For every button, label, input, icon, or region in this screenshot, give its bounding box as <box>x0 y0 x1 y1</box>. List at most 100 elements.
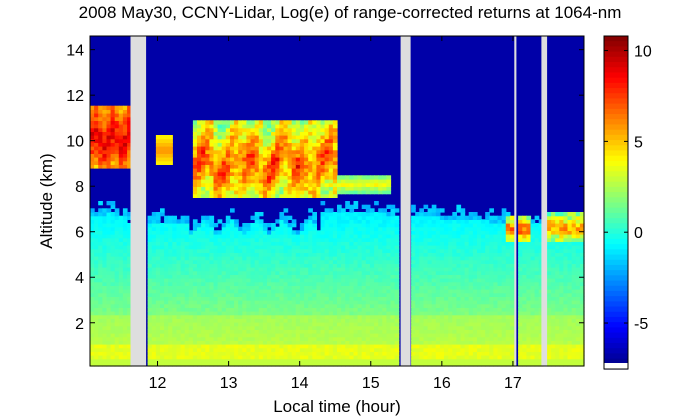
heatmap-cell <box>464 248 470 253</box>
heatmap-cell <box>460 351 466 356</box>
heatmap-cell <box>205 234 210 239</box>
heatmap-cell <box>147 245 153 250</box>
heatmap-cell <box>332 270 338 275</box>
heatmap-cell <box>378 314 383 319</box>
heatmap-cell <box>188 267 194 272</box>
heatmap-cell <box>415 289 420 294</box>
heatmap-cell <box>201 226 206 231</box>
heatmap-cell <box>472 358 478 363</box>
heatmap-cell <box>345 285 350 290</box>
heatmap-cell <box>188 311 194 316</box>
heatmap-cell <box>122 263 128 268</box>
heatmap-cell <box>304 351 309 356</box>
heatmap-cell <box>279 362 285 367</box>
heatmap-cell <box>102 237 108 242</box>
heatmap-cell <box>164 230 169 235</box>
heatmap-cell <box>369 292 375 297</box>
heatmap-cell <box>164 215 169 220</box>
heatmap-cell <box>361 230 367 235</box>
heatmap-cell <box>419 263 424 268</box>
heatmap-cell <box>509 292 515 297</box>
heatmap-cell <box>423 267 429 272</box>
heatmap-cell <box>291 296 297 301</box>
heatmap-cell <box>291 347 297 352</box>
heatmap-cell <box>419 234 424 239</box>
heatmap-cell <box>304 131 309 136</box>
heatmap-cell <box>225 223 231 228</box>
heatmap-cell <box>279 329 285 334</box>
heatmap-cell <box>411 307 416 312</box>
heatmap-cell <box>114 325 120 330</box>
heatmap-cell <box>250 164 256 169</box>
heatmap-cell <box>102 300 108 305</box>
heatmap-cell <box>304 219 309 224</box>
heatmap-cell <box>250 314 256 319</box>
heatmap-cell <box>209 190 215 195</box>
heatmap-cell <box>246 351 252 356</box>
heatmap-cell <box>155 333 161 338</box>
heatmap-cell <box>353 329 359 334</box>
heatmap-cell <box>378 226 383 231</box>
heatmap-cell <box>267 362 272 367</box>
heatmap-cell <box>349 204 355 209</box>
heatmap-cell <box>127 252 132 257</box>
heatmap-cell <box>246 362 252 367</box>
heatmap-cell <box>452 215 457 220</box>
heatmap-cell <box>164 303 169 308</box>
heatmap-cell <box>217 347 223 352</box>
heatmap-cell <box>122 351 128 356</box>
heatmap-cell <box>316 292 322 297</box>
heatmap-cell <box>205 270 210 275</box>
heatmap-cell <box>160 160 165 165</box>
heatmap-cell <box>464 274 470 279</box>
heatmap-cell <box>419 256 424 261</box>
heatmap-cell <box>477 333 482 338</box>
heatmap-cell <box>378 263 383 268</box>
heatmap-cell <box>361 256 367 261</box>
heatmap-cell <box>472 351 478 356</box>
heatmap-cell <box>94 340 99 345</box>
heatmap-cell <box>168 285 173 290</box>
heatmap-cell <box>106 314 112 319</box>
heatmap-cell <box>489 347 494 352</box>
heatmap-cell <box>172 351 177 356</box>
heatmap-cell <box>394 292 400 297</box>
heatmap-cell <box>122 318 128 323</box>
heatmap-cell <box>320 285 326 290</box>
heatmap-cell <box>242 281 247 286</box>
heatmap-cell <box>118 226 124 231</box>
heatmap-cell <box>448 340 453 345</box>
heatmap-cell <box>221 256 227 261</box>
heatmap-cell <box>452 307 457 312</box>
heatmap-cell <box>382 351 387 356</box>
heatmap-cell <box>419 278 424 283</box>
heatmap-cell <box>283 226 289 231</box>
heatmap-cell <box>489 329 494 334</box>
heatmap-cell <box>468 307 474 312</box>
heatmap-cell <box>452 237 457 242</box>
heatmap-cell <box>258 223 264 228</box>
heatmap-cell <box>468 267 474 272</box>
heatmap-cell <box>501 336 507 341</box>
heatmap-cell <box>176 362 182 367</box>
heatmap-cell <box>349 208 355 213</box>
heatmap-cell <box>106 142 112 147</box>
heatmap-cell <box>341 223 346 228</box>
heatmap-cell <box>217 318 223 323</box>
heatmap-cell <box>151 237 157 242</box>
heatmap-cell <box>357 329 363 334</box>
heatmap-cell <box>180 325 186 330</box>
heatmap-cell <box>493 362 499 367</box>
heatmap-cell <box>337 270 342 275</box>
heatmap-cell <box>160 248 165 253</box>
heatmap-cell <box>509 270 515 275</box>
heatmap-cell <box>312 142 317 147</box>
heatmap-cell <box>254 325 260 330</box>
heatmap-cell <box>464 325 470 330</box>
heatmap-cell <box>209 292 215 297</box>
heatmap-cell <box>184 245 190 250</box>
heatmap-cell <box>472 278 478 283</box>
heatmap-cell <box>299 278 305 283</box>
heatmap-cell <box>279 322 285 327</box>
heatmap-cell <box>328 344 334 349</box>
